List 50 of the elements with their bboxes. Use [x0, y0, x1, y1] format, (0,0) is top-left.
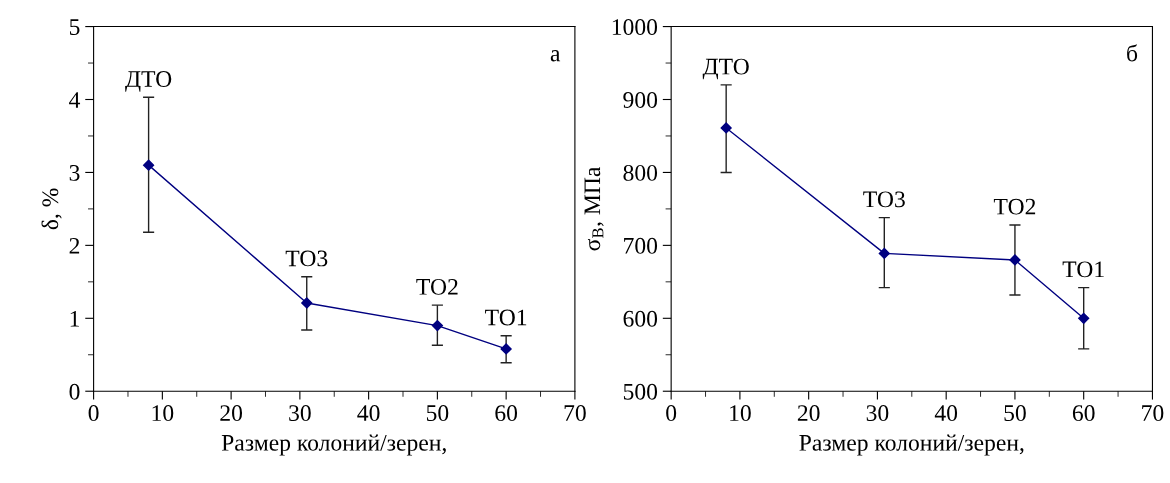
x-tick-label: 50 — [426, 405, 449, 422]
x-tick-label: 0 — [666, 405, 677, 422]
y-tick-label: 1000 — [612, 19, 658, 35]
point — [143, 159, 155, 171]
x-tick-label: 70 — [564, 405, 586, 422]
x-tick-label: 60 — [495, 405, 518, 422]
annotation: ТО3 — [863, 191, 905, 208]
point — [1078, 312, 1090, 324]
x-tick-label: 50 — [1004, 405, 1026, 422]
y-tick-label: 3 — [69, 164, 80, 181]
x-tick-label: 60 — [1072, 405, 1095, 422]
point — [878, 247, 890, 259]
y-tick-label: 700 — [624, 237, 658, 254]
x-tick-label: 0 — [88, 405, 99, 422]
point — [431, 319, 443, 332]
x-axis-title: Размер колоний/зерен, — [799, 434, 1024, 456]
annotation: а — [550, 50, 561, 62]
point — [500, 343, 512, 355]
annotation: ТО3 — [285, 250, 328, 267]
annotation: ТО1 — [485, 309, 527, 326]
x-tick-label: 30 — [866, 405, 889, 422]
y-tick-label: 800 — [623, 164, 658, 181]
x-tick-label: 10 — [730, 405, 751, 422]
x-tick-label: 30 — [289, 405, 311, 422]
x-axis-title: Размер колоний/зерен, — [221, 434, 446, 456]
annotation: ТО2 — [416, 278, 458, 295]
point — [1009, 254, 1021, 266]
x-tick-label: 40 — [357, 405, 380, 422]
y-tick-label: 0 — [69, 383, 80, 400]
y-tick-label: 2 — [69, 237, 80, 254]
x-tick-label: 70 — [1142, 405, 1164, 422]
y-tick-label: 600 — [623, 310, 658, 327]
annotation: ТО1 — [1062, 261, 1104, 278]
annotation: ТО2 — [993, 198, 1036, 215]
y-axis-title: σ$_{В}$, МПа — [584, 166, 604, 251]
annotation: ДТО — [125, 71, 172, 92]
point — [720, 122, 732, 134]
y-tick-label: 5 — [69, 19, 80, 35]
point — [301, 297, 313, 309]
x-tick-label: 20 — [797, 405, 820, 422]
x-tick-label: 20 — [220, 405, 243, 422]
annotation: ДТО — [702, 58, 749, 80]
y-tick-label: 500 — [623, 383, 658, 400]
y-tick-label: 4 — [69, 92, 81, 108]
x-tick-label: 40 — [934, 405, 958, 422]
y-tick-label: 1 — [70, 310, 79, 327]
annotation: б — [1127, 44, 1138, 62]
x-tick-label: 10 — [152, 405, 174, 422]
y-tick-label: 900 — [623, 91, 658, 108]
y-axis-title: δ, % — [41, 188, 62, 230]
